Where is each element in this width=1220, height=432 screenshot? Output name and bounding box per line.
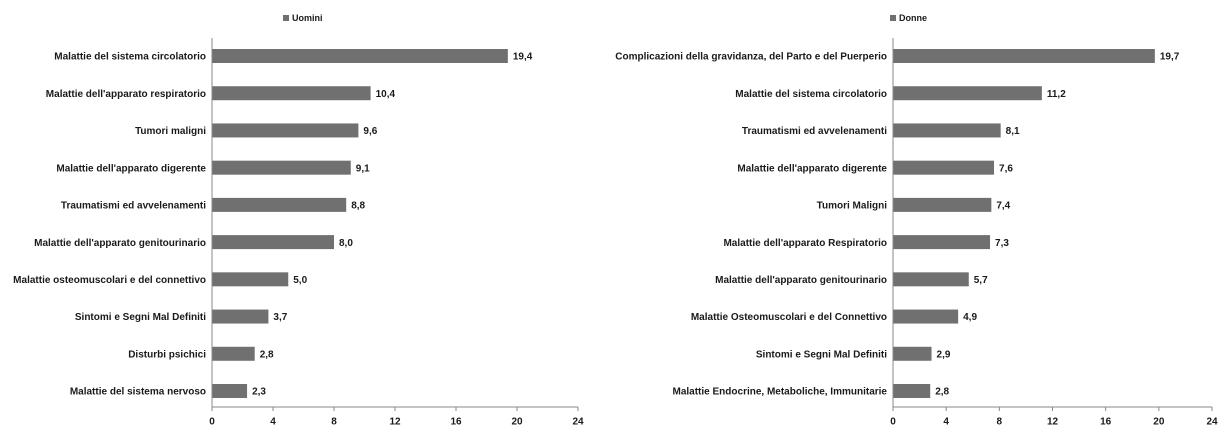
data-label: 3,7 bbox=[273, 312, 287, 323]
data-label: 11,2 bbox=[1047, 89, 1066, 100]
bar bbox=[893, 384, 931, 398]
data-label: 5,7 bbox=[974, 275, 988, 286]
x-tick-label: 12 bbox=[1047, 417, 1059, 428]
data-label: 8,0 bbox=[339, 238, 353, 249]
category-label: Malattie del sistema nervoso bbox=[70, 387, 206, 398]
category-label: Malattie osteomuscolari e del connettivo bbox=[13, 275, 206, 286]
legend-label: Donne bbox=[899, 13, 927, 23]
category-label: Traumatismi ed avvelenamenti bbox=[742, 126, 887, 137]
category-label: Sintomi e Segni Mal Definiti bbox=[756, 349, 887, 360]
x-tick-label: 16 bbox=[450, 417, 462, 428]
bar bbox=[893, 49, 1155, 63]
bar bbox=[893, 309, 959, 324]
bar bbox=[212, 49, 508, 63]
x-tick-label: 20 bbox=[1153, 417, 1165, 428]
x-tick-label: 24 bbox=[1206, 417, 1218, 428]
data-label: 7,6 bbox=[999, 163, 1013, 174]
bar bbox=[212, 160, 351, 175]
category-label: Malattie dell'apparato respiratorio bbox=[46, 89, 206, 100]
category-label: Disturbi psichici bbox=[128, 349, 206, 360]
x-tick-label: 4 bbox=[943, 417, 949, 428]
x-tick-label: 20 bbox=[511, 417, 523, 428]
bar bbox=[893, 160, 995, 175]
x-tick-label: 0 bbox=[209, 417, 215, 428]
bar bbox=[212, 197, 347, 212]
category-label: Complicazioni della gravidanza, del Part… bbox=[615, 52, 887, 63]
bar bbox=[893, 235, 991, 250]
x-tick-label: 8 bbox=[331, 417, 337, 428]
bar bbox=[893, 346, 932, 361]
x-tick-label: 12 bbox=[389, 417, 401, 428]
bar bbox=[212, 272, 289, 287]
bar bbox=[212, 384, 248, 398]
category-label: Malattie dell'apparato digerente bbox=[56, 163, 206, 174]
data-label: 8,8 bbox=[351, 201, 365, 212]
category-label: Malattie dell'apparato genitourinario bbox=[715, 275, 887, 286]
data-label: 19,4 bbox=[513, 52, 533, 63]
data-label: 5,0 bbox=[293, 275, 307, 286]
category-label: Malattie del sistema circolatorio bbox=[735, 89, 887, 100]
data-label: 7,4 bbox=[996, 201, 1010, 212]
data-label: 7,3 bbox=[995, 238, 1009, 249]
category-label: Malattie dell'apparato digerente bbox=[737, 163, 887, 174]
x-tick-label: 8 bbox=[997, 417, 1003, 428]
category-label: Malattie del sistema circolatorio bbox=[54, 52, 206, 63]
category-label: Malattie Endocrine, Metaboliche, Immunit… bbox=[673, 387, 888, 398]
data-label: 2,9 bbox=[937, 349, 951, 360]
category-label: Sintomi e Segni Mal Definiti bbox=[75, 312, 206, 323]
bar bbox=[893, 86, 1042, 101]
x-tick-label: 4 bbox=[270, 417, 276, 428]
data-label: 8,1 bbox=[1006, 126, 1020, 137]
category-label: Tumori Maligni bbox=[817, 201, 888, 212]
data-label: 2,8 bbox=[935, 387, 949, 398]
legend-label: Uomini bbox=[292, 13, 323, 23]
bar bbox=[893, 272, 969, 287]
data-label: 19,7 bbox=[1160, 52, 1180, 63]
bar bbox=[212, 346, 255, 361]
data-label: 10,4 bbox=[376, 89, 396, 100]
legend-swatch bbox=[890, 15, 896, 21]
data-label: 2,8 bbox=[260, 349, 274, 360]
category-label: Traumatismi ed avvelenamenti bbox=[61, 201, 206, 212]
category-label: Tumori maligni bbox=[135, 126, 206, 137]
x-tick-label: 24 bbox=[572, 417, 584, 428]
bar bbox=[893, 197, 992, 212]
data-label: 9,6 bbox=[363, 126, 377, 137]
bar bbox=[212, 309, 269, 324]
category-label: Malattie dell'apparato genitourinario bbox=[34, 238, 206, 249]
data-label: 9,1 bbox=[356, 163, 370, 174]
bar bbox=[212, 235, 334, 250]
bar bbox=[893, 123, 1001, 138]
data-label: 4,9 bbox=[963, 312, 977, 323]
data-label: 2,3 bbox=[252, 387, 266, 398]
x-tick-label: 16 bbox=[1100, 417, 1112, 428]
bar bbox=[212, 86, 371, 101]
category-label: Malattie Osteomuscolari e del Connettivo bbox=[691, 312, 887, 323]
legend-swatch bbox=[283, 15, 289, 21]
bar bbox=[212, 123, 359, 138]
category-label: Malattie dell'apparato Respiratorio bbox=[723, 238, 887, 249]
x-tick-label: 0 bbox=[890, 417, 896, 428]
